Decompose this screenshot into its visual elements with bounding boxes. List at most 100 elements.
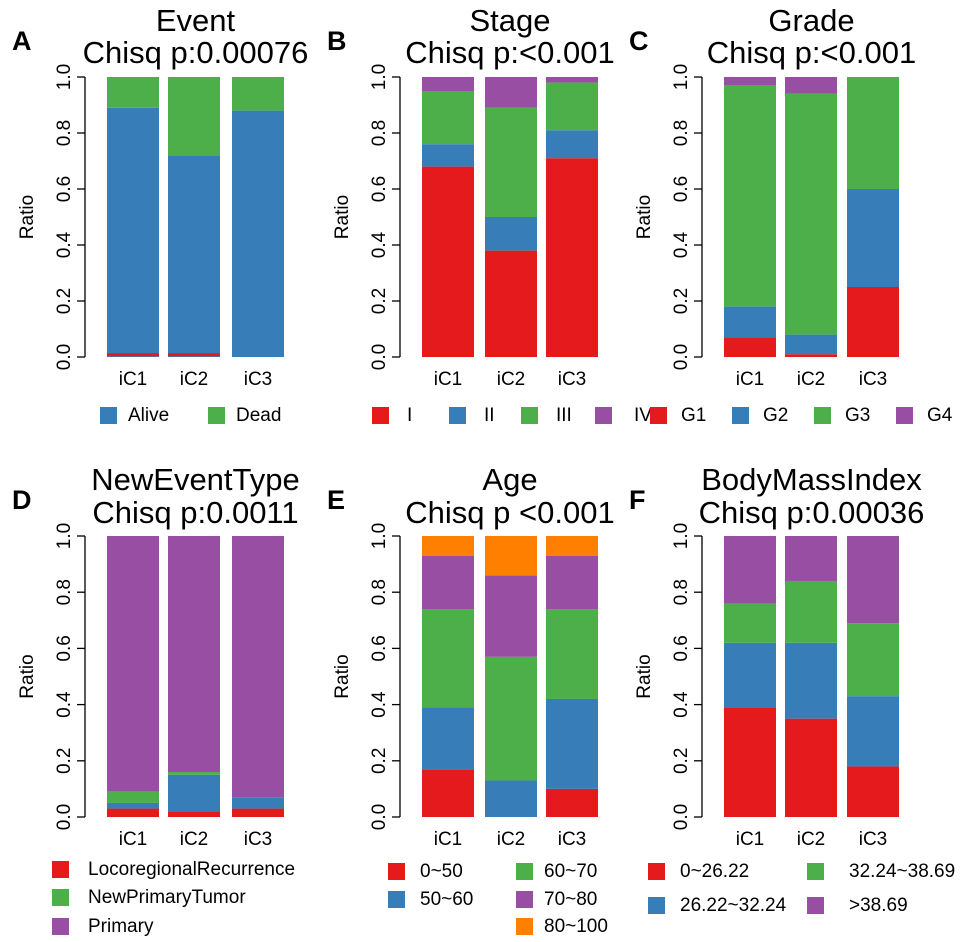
panel-d-bar-segment xyxy=(107,536,159,792)
panel-a-subtitle: Chisq p:0.00076 xyxy=(83,35,309,70)
panel-e-bar-segment xyxy=(485,575,537,657)
panel-d-bar-segment xyxy=(107,802,159,809)
panel-d-legend-swatch xyxy=(52,889,69,906)
panel-a-bar-segment xyxy=(107,107,159,357)
panel-b-legend-label: III xyxy=(556,405,572,426)
panel-d-legend-label: LocoregionalRecurrence xyxy=(88,859,295,880)
panel-f-y-tick-label: 1.0 xyxy=(671,523,692,549)
panel-b-x-tick-label: iC3 xyxy=(558,369,587,390)
panel-f-y-tick-label: 0.8 xyxy=(671,579,692,605)
panel-f-legend-label: >38.69 xyxy=(849,895,908,916)
panel-f-bar-segment xyxy=(785,642,837,719)
panel-f-bar-segment xyxy=(847,623,899,697)
panel-f-y-label: Ratio xyxy=(634,654,655,698)
panel-e-x-tick-label: iC3 xyxy=(558,829,587,850)
panel-e-legend-swatch xyxy=(516,918,533,935)
panel-e-bar-segment xyxy=(546,555,598,610)
panel-f-x-tick-label: iC3 xyxy=(859,829,888,850)
panel-c-legend-label: G3 xyxy=(845,405,870,426)
panel-a-bar-segment xyxy=(107,77,159,108)
panel-d-x-tick-label: iC3 xyxy=(244,829,273,850)
panel-b-bar-segment xyxy=(422,144,474,167)
panel-d-bar-segment xyxy=(232,536,284,798)
panel-a-letter: A xyxy=(12,26,32,56)
panel-d-letter: D xyxy=(12,485,32,515)
panel-f-y-tick-label: 0.2 xyxy=(671,748,692,774)
panel-e-y-tick-label: 0.0 xyxy=(369,804,390,830)
panel-d-title: NewEventType xyxy=(91,462,300,497)
panel-f-legend-label: 0~26.22 xyxy=(680,861,749,882)
panel-b-legend-label: I xyxy=(407,405,412,426)
panel-b-y-tick-label: 0.8 xyxy=(369,120,390,146)
panel-d-y-tick-label: 0.4 xyxy=(54,691,75,718)
panel-b-bar-segment xyxy=(546,130,598,159)
panel-b-y-tick-label: 0.0 xyxy=(369,344,390,370)
panel-e-bar-segment xyxy=(422,609,474,708)
panel-e-bar-segment xyxy=(485,536,537,576)
panel-c-legend-label: G4 xyxy=(927,405,953,426)
panel-f-legend-swatch xyxy=(807,863,824,880)
panel-b-legend-swatch xyxy=(449,407,466,424)
panel-e-bar-segment xyxy=(422,555,474,610)
panel-c-legend-swatch xyxy=(896,407,913,424)
panel-d-y-tick-label: 0.2 xyxy=(54,748,75,774)
panel-a-bar-segment xyxy=(168,353,220,357)
panel-b-legend-swatch xyxy=(595,407,612,424)
panel-e-x-tick-label: iC1 xyxy=(434,829,463,850)
panel-f-legend-label: 32.24~38.69 xyxy=(849,861,955,882)
panel-b-x-tick-label: iC2 xyxy=(497,369,526,390)
panel-f-bar-segment xyxy=(785,718,837,817)
panel-f-bar-segment xyxy=(847,696,899,767)
panel-e-legend-label: 80~100 xyxy=(544,916,608,937)
panel-f-legend-swatch xyxy=(648,897,665,914)
panel-d-bar-segment xyxy=(232,808,284,817)
panel-d-legend-swatch xyxy=(52,861,69,878)
panel-a-y-label: Ratio xyxy=(17,195,38,239)
panel-b-legend-swatch xyxy=(521,407,538,424)
panel-e-legend-swatch xyxy=(516,863,533,880)
panel-b-y-label: Ratio xyxy=(332,195,353,239)
panel-c-bar-segment xyxy=(724,337,776,357)
panel-d-legend-label: Primary xyxy=(88,916,154,937)
panel-f-legend-swatch xyxy=(648,863,665,880)
panel-f-x-tick-label: iC1 xyxy=(736,829,765,850)
panel-c-legend-label: G2 xyxy=(763,405,788,426)
panel-b-legend-label: IV xyxy=(634,405,652,426)
panel-c-y-label: Ratio xyxy=(634,195,655,239)
panel-e-bar-segment xyxy=(422,536,474,556)
panel-b-subtitle: Chisq p:<0.001 xyxy=(405,35,614,70)
panel-e-bar-segment xyxy=(546,609,598,699)
panel-a-title: Event xyxy=(156,3,236,38)
panel-e-bar-segment xyxy=(546,698,598,789)
panel-e-bar-segment xyxy=(422,707,474,770)
panel-e-y-tick-label: 1.0 xyxy=(369,523,390,549)
panel-a-legend-swatch xyxy=(100,407,117,424)
panel-c-y-tick-label: 0.4 xyxy=(671,231,692,258)
panel-f-subtitle: Chisq p:0.00036 xyxy=(699,495,925,530)
panel-c-y-tick-label: 0.8 xyxy=(671,120,692,146)
panel-e-bar-segment xyxy=(485,656,537,781)
panel-e-legend-swatch xyxy=(516,891,533,908)
panel-e-y-tick-label: 0.6 xyxy=(369,635,390,661)
panel-b-y-tick-label: 0.4 xyxy=(369,231,390,258)
panel-e-legend-label: 70~80 xyxy=(544,889,597,910)
panel-a-bar-segment xyxy=(107,353,159,357)
panel-b-x-tick-label: iC1 xyxy=(434,369,463,390)
panel-e-bar-segment xyxy=(422,769,474,817)
panel-d-bar-segment xyxy=(168,772,220,775)
panel-b-bar-segment xyxy=(485,217,537,251)
panel-a-x-tick-label: iC2 xyxy=(180,369,209,390)
panel-c-bar-segment xyxy=(847,189,899,287)
panel-c-bar-segment xyxy=(724,77,776,86)
panel-c-bar-segment xyxy=(785,334,837,355)
panel-f-bar-segment xyxy=(724,603,776,643)
panel-e-y-tick-label: 0.2 xyxy=(369,748,390,774)
panel-f-bar-segment xyxy=(724,642,776,708)
panel-f-legend-swatch xyxy=(807,897,824,914)
panel-b-bar-segment xyxy=(546,82,598,131)
panel-e-letter: E xyxy=(327,485,345,515)
panel-b-bar-segment xyxy=(422,166,474,357)
panel-a-y-tick-label: 0.0 xyxy=(54,344,75,370)
panel-c-x-tick-label: iC1 xyxy=(736,369,765,390)
